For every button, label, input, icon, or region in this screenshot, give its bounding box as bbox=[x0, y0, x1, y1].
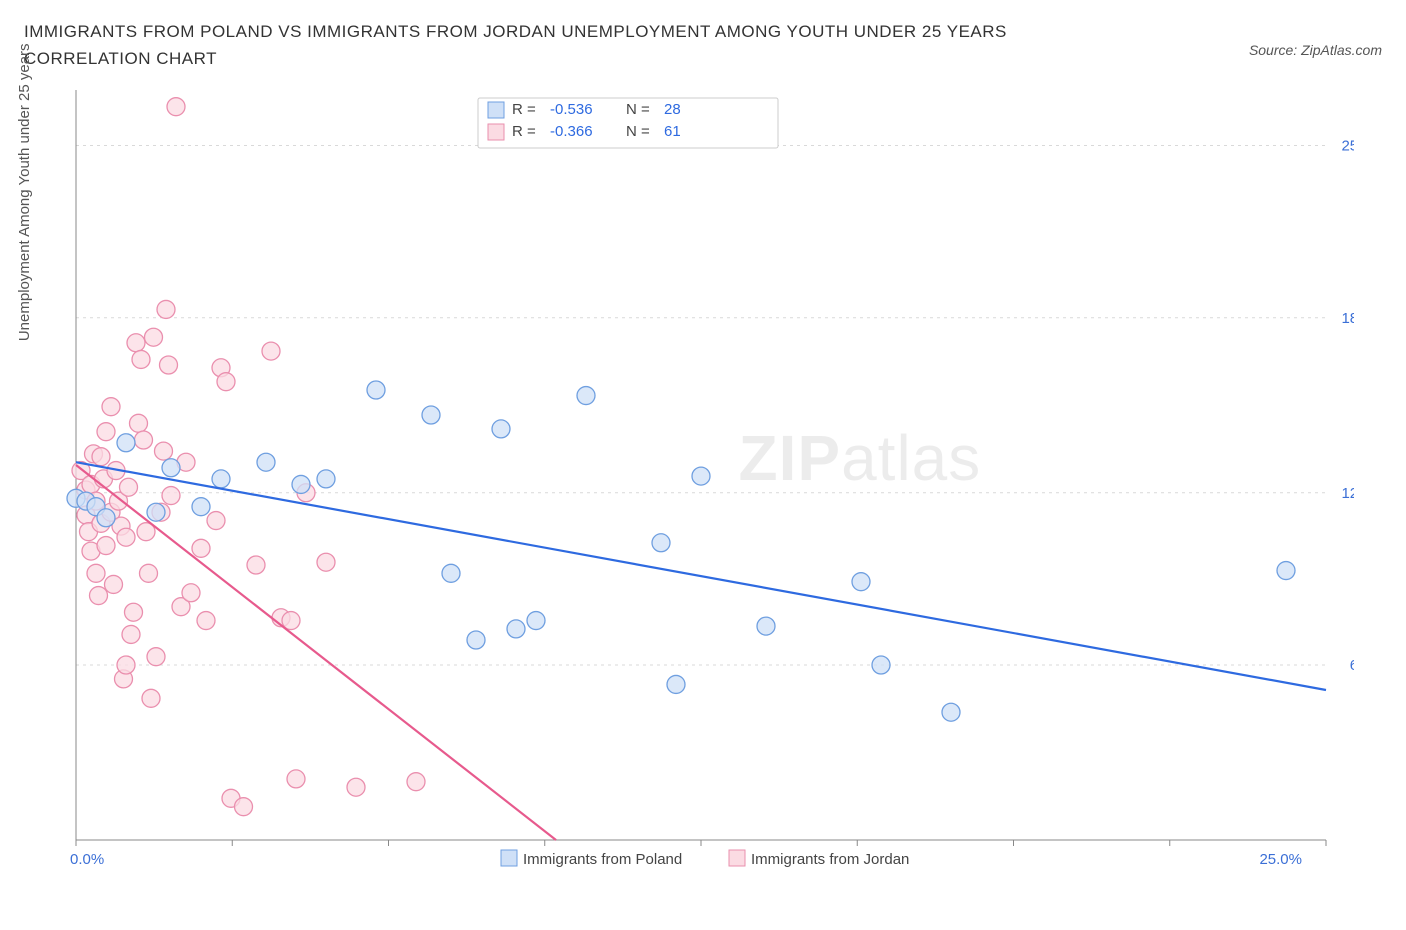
scatter-point bbox=[155, 442, 173, 460]
y-tick-label: 12.5% bbox=[1341, 485, 1354, 502]
series-legend-label: Immigrants from Poland bbox=[523, 851, 682, 868]
scatter-point bbox=[97, 537, 115, 555]
scatter-point bbox=[292, 476, 310, 494]
legend-n-label: N = bbox=[626, 101, 650, 118]
y-tick-label: 18.8% bbox=[1341, 310, 1354, 327]
scatter-point bbox=[852, 573, 870, 591]
scatter-point bbox=[130, 415, 148, 433]
scatter-point bbox=[127, 334, 145, 352]
scatter-point bbox=[117, 434, 135, 452]
scatter-point bbox=[167, 98, 185, 116]
scatter-point bbox=[407, 773, 425, 791]
legend-swatch bbox=[501, 850, 517, 866]
scatter-point bbox=[507, 620, 525, 638]
legend-n-label: N = bbox=[626, 123, 650, 140]
scatter-point bbox=[422, 406, 440, 424]
scatter-point bbox=[162, 487, 180, 505]
scatter-point bbox=[117, 656, 135, 674]
scatter-point bbox=[157, 301, 175, 319]
scatter-point bbox=[207, 512, 225, 530]
scatter-point bbox=[147, 648, 165, 666]
legend-r-value: -0.536 bbox=[550, 101, 593, 118]
scatter-point bbox=[247, 556, 265, 574]
scatter-point bbox=[135, 431, 153, 449]
scatter-point bbox=[97, 423, 115, 441]
chart-title: IMMIGRANTS FROM POLAND VS IMMIGRANTS FRO… bbox=[24, 18, 1124, 72]
scatter-point bbox=[467, 631, 485, 649]
scatter-point bbox=[257, 454, 275, 472]
x-end-label: 25.0% bbox=[1259, 851, 1302, 868]
scatter-point bbox=[197, 612, 215, 630]
scatter-point bbox=[217, 373, 235, 391]
scatter-point bbox=[577, 387, 595, 405]
watermark: ZIPatlas bbox=[739, 422, 982, 494]
scatter-point bbox=[160, 356, 178, 374]
scatter-point bbox=[235, 798, 253, 816]
scatter-point bbox=[652, 534, 670, 552]
scatter-point bbox=[527, 612, 545, 630]
regression-line bbox=[76, 463, 1326, 691]
scatter-point bbox=[122, 626, 140, 644]
scatter-point bbox=[182, 584, 200, 602]
legend-swatch bbox=[488, 124, 504, 140]
scatter-point bbox=[125, 604, 143, 622]
y-tick-label: 6.3% bbox=[1350, 657, 1354, 674]
x-start-label: 0.0% bbox=[70, 851, 104, 868]
scatter-point bbox=[317, 554, 335, 572]
scatter-point bbox=[347, 779, 365, 797]
scatter-point bbox=[872, 656, 890, 674]
scatter-point bbox=[367, 381, 385, 399]
scatter-point bbox=[192, 498, 210, 516]
scatter-point bbox=[92, 448, 110, 466]
scatter-point bbox=[667, 676, 685, 694]
scatter-point bbox=[692, 467, 710, 485]
scatter-point bbox=[87, 565, 105, 583]
scatter-point bbox=[140, 565, 158, 583]
legend-r-label: R = bbox=[512, 123, 536, 140]
scatter-point bbox=[317, 470, 335, 488]
scatter-point bbox=[262, 342, 280, 360]
scatter-point bbox=[942, 704, 960, 722]
scatter-point bbox=[117, 529, 135, 547]
scatter-point bbox=[120, 479, 138, 497]
scatter-point bbox=[102, 398, 120, 416]
legend-n-value: 28 bbox=[664, 101, 681, 118]
scatter-point bbox=[90, 587, 108, 605]
legend-n-value: 61 bbox=[664, 123, 681, 140]
scatter-point bbox=[192, 540, 210, 558]
scatter-point bbox=[287, 770, 305, 788]
scatter-point bbox=[145, 329, 163, 347]
legend-r-label: R = bbox=[512, 101, 536, 118]
scatter-point bbox=[147, 504, 165, 522]
y-tick-label: 25.0% bbox=[1341, 138, 1354, 155]
correlation-chart: 6.3% 12.5% 18.8% 25.0% ZIPatlas R = -0.536 N = 2… bbox=[24, 80, 1354, 900]
y-axis-label: Unemployment Among Youth under 25 years bbox=[16, 44, 33, 342]
scatter-point bbox=[442, 565, 460, 583]
series-legend-label: Immigrants from Jordan bbox=[751, 851, 909, 868]
legend-swatch bbox=[488, 102, 504, 118]
scatter-point bbox=[97, 509, 115, 527]
scatter-point bbox=[142, 690, 160, 708]
scatter-point bbox=[757, 617, 775, 635]
scatter-point bbox=[105, 576, 123, 594]
scatter-point bbox=[1277, 562, 1295, 580]
chart-source: Source: ZipAtlas.com bbox=[1249, 42, 1382, 58]
scatter-point bbox=[162, 459, 180, 477]
scatter-point bbox=[212, 470, 230, 488]
legend-r-value: -0.366 bbox=[550, 123, 593, 140]
scatter-point bbox=[132, 351, 150, 369]
legend-swatch bbox=[729, 850, 745, 866]
scatter-point bbox=[492, 420, 510, 438]
